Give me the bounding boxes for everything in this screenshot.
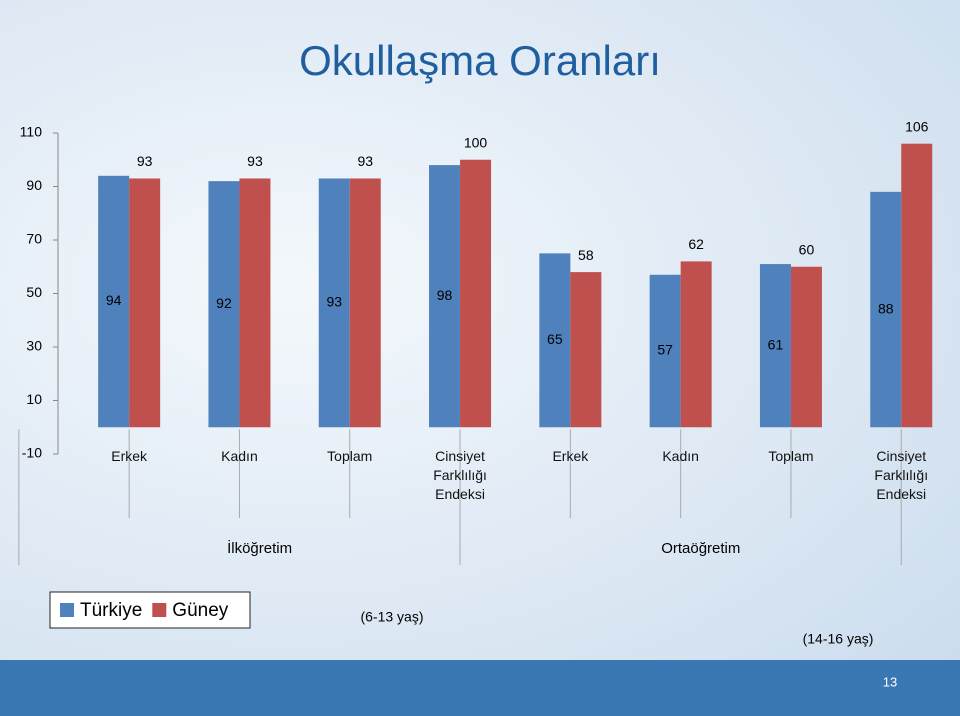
group-label: İlköğretim	[227, 539, 292, 557]
data-label: 61	[768, 336, 784, 352]
bar	[870, 191, 902, 428]
x-tick-label: Cinsiyet Farklılığı Endeksi	[874, 448, 929, 502]
bar	[129, 178, 161, 428]
x-tick-label: Kadın	[221, 448, 258, 464]
x-tick-label: Erkek	[552, 448, 589, 464]
x-tick-label: Toplam	[768, 448, 814, 464]
bar	[239, 178, 271, 428]
y-tick-label: 50	[26, 284, 42, 300]
bar	[790, 266, 822, 428]
group-note: (6-13 yaş)	[360, 609, 423, 625]
x-tick-label: Kadın	[662, 448, 699, 464]
bar	[901, 143, 933, 428]
legend-box	[49, 591, 251, 629]
bar	[759, 264, 791, 428]
data-label: 93	[137, 153, 153, 169]
chart-title: Okullaşma Oranları	[299, 37, 661, 84]
data-label: 62	[688, 236, 704, 252]
footer-band	[0, 660, 960, 716]
y-tick-label: 110	[20, 124, 43, 140]
group-label: Ortaöğretim	[661, 540, 740, 557]
bar	[649, 274, 681, 428]
data-label: 57	[657, 342, 673, 358]
page-number: 13	[883, 674, 897, 689]
legend-label: Güney	[172, 600, 228, 621]
bar	[429, 165, 461, 428]
data-label: 106	[905, 118, 929, 134]
y-tick-label: 30	[26, 338, 42, 354]
legend-swatch	[60, 603, 74, 617]
bar	[539, 253, 571, 428]
data-label: 92	[216, 295, 232, 311]
bar	[208, 181, 240, 428]
data-label: 93	[326, 294, 342, 310]
group-note: (14-16 yaş)	[803, 631, 874, 647]
data-label: 100	[464, 134, 488, 150]
y-tick-label: 10	[26, 391, 42, 407]
data-label: 94	[106, 292, 122, 308]
data-label: 58	[578, 247, 594, 263]
data-label: 65	[547, 331, 563, 347]
data-label: 60	[799, 241, 815, 257]
data-label: 93	[247, 153, 263, 169]
data-label: 98	[437, 287, 453, 303]
y-tick-label: 90	[26, 177, 42, 193]
legend-swatch	[152, 603, 167, 617]
bar	[460, 159, 492, 428]
data-label: 93	[357, 153, 373, 169]
x-tick-label: Cinsiyet Farklılığı Endeksi	[433, 448, 487, 502]
bar	[570, 272, 602, 428]
x-tick-label: Toplam	[327, 448, 373, 464]
x-tick-label: Erkek	[111, 448, 148, 464]
y-tick-label: 70	[26, 231, 42, 247]
legend-label: Türkiye	[80, 600, 142, 621]
bar	[349, 178, 381, 428]
y-tick-label: -10	[22, 445, 42, 461]
data-label: 88	[878, 300, 894, 316]
bar	[680, 261, 712, 428]
bar	[318, 178, 350, 428]
bar	[98, 175, 130, 428]
